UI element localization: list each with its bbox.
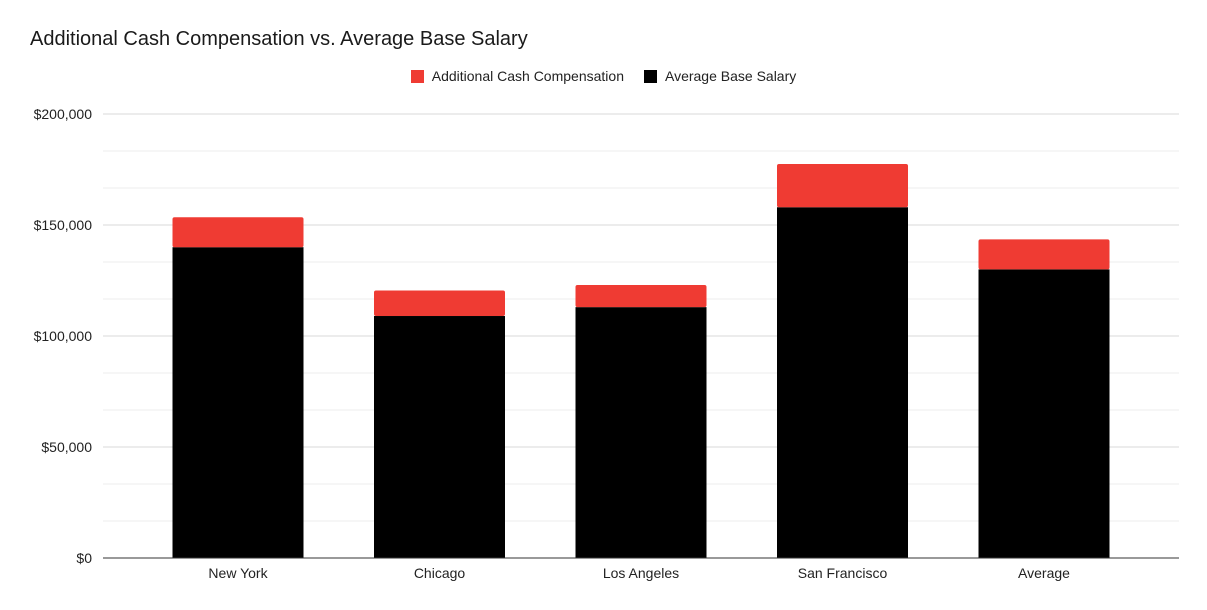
bar-additional-cash: [575, 284, 707, 308]
legend-entry-additional-cash: Additional Cash Compensation: [410, 68, 624, 84]
x-tick-label: Los Angeles: [603, 565, 679, 581]
legend-swatch-additional-cash: [410, 69, 424, 83]
bar-base-salary: [374, 316, 505, 558]
y-tick-label: $150,000: [34, 217, 93, 233]
y-tick-label: $100,000: [34, 328, 93, 344]
x-tick-label: San Francisco: [798, 565, 888, 581]
bar-additional-cash: [978, 239, 1110, 270]
bar-additional-cash: [777, 163, 908, 208]
x-tick-label: Chicago: [414, 565, 466, 581]
y-tick-label: $50,000: [41, 439, 92, 455]
bar-base-salary: [978, 269, 1110, 558]
y-tick-label: $0: [76, 550, 92, 566]
legend-entry-base-salary: Average Base Salary: [643, 68, 797, 84]
bar-base-salary: [777, 207, 908, 559]
bar-base-salary: [575, 307, 707, 558]
x-tick-label: Average: [1018, 565, 1070, 581]
bar-additional-cash: [374, 290, 505, 317]
x-tick-label: New York: [208, 565, 268, 581]
legend-label-base-salary: Average Base Salary: [664, 68, 797, 84]
bar-additional-cash: [172, 217, 304, 248]
legend-label-additional-cash: Additional Cash Compensation: [431, 68, 624, 84]
y-tick-label: $200,000: [34, 106, 93, 122]
chart-title: Additional Cash Compensation vs. Average…: [30, 28, 528, 50]
bar-base-salary: [172, 247, 304, 558]
chart-legend: Additional Cash Compensation Average Bas…: [0, 68, 1207, 84]
legend-swatch-base-salary: [643, 69, 657, 83]
